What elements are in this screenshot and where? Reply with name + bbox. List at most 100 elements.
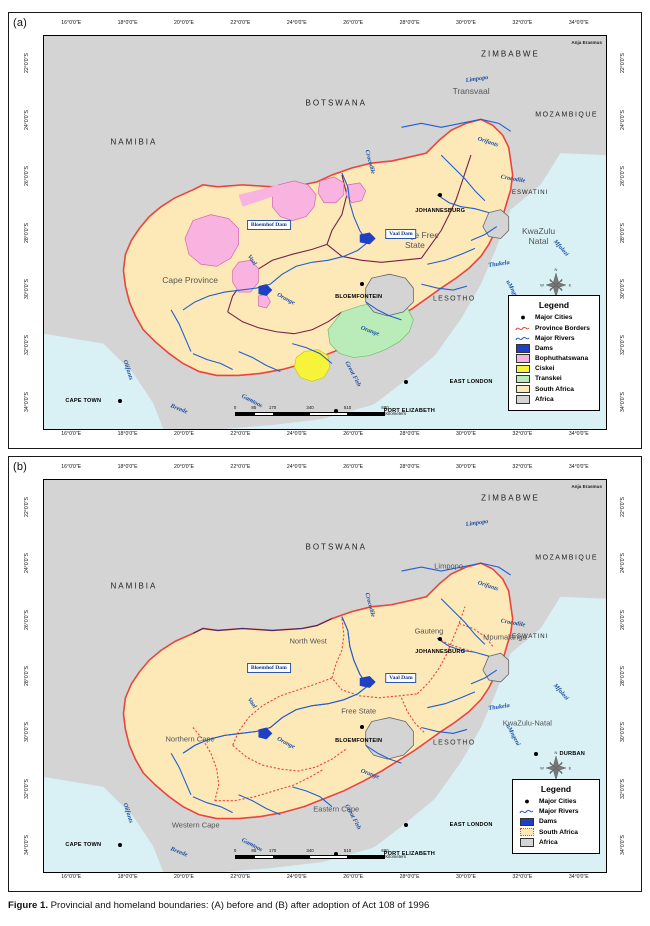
caption-text: Provincial and homeland boundaries: (A) … [47,900,430,911]
legend-swatch-africa [515,395,530,404]
panel-b-latitude-axis-right: 22°0'0"S 24°0'0"S 26°0'0"S 28°0'0"S 30°0'0"S… [607,479,639,873]
panel-a-top-lon-tick-1: 18°0'0"E [117,20,138,26]
legend-swatch-south-africa [515,384,530,394]
panel-b-scale-tick-5: 680 [381,848,389,854]
panel-a-bottom-lon-tick-2: 20°0'0"E [174,431,194,437]
panel-b-longitude-axis-top: 16°0'0"E 18°0'0"E 20°0'0"E 22°0'0"E 24°0'0"E… [43,460,607,480]
panel-a-legend-item-major-cities[interactable]: Major Cities [515,313,593,322]
panel-b-map-graphics [44,480,606,872]
panel-a-bottom-lon-tick-8: 32°0'0"E [512,431,533,437]
africa-north-b [44,480,606,540]
panel-b-left-lat-tick-0: 22°0'0"S [24,497,30,518]
panel-b-tag: (b) [13,461,28,473]
panel-a-legend-item-ciskei[interactable]: Ciskei [515,364,593,373]
panel-a-bottom-lon-tick-4: 24°0'0"E [286,431,307,437]
legend-item-label: Major Cities [539,798,577,806]
panel-a-map-area[interactable]: Anja Erasmus NAMIBIA BOTSWANA ZIMBABWE M… [43,35,607,430]
panel-a-legend-item-africa[interactable]: Africa [515,395,593,404]
panel-a-top-lon-tick-6: 28°0'0"E [399,20,420,26]
atlantic-ocean-b [44,776,164,872]
panel-a-latitude-axis-right: 22°0'0"S 24°0'0"S 26°0'0"S 28°0'0"S 30°0'0"S… [607,35,639,430]
dam-label-vaal-b: Vaal Dam [385,672,417,683]
panel-b-right-lat-tick-2: 26°0'0"S [620,609,626,630]
panel-a-legend-item-dams[interactable]: Dams [515,344,593,353]
panel-a-top-lon-tick-2: 20°0'0"E [174,20,194,26]
legend-item-label: Dams [535,344,553,352]
panel-b-left-lat-tick-2: 26°0'0"S [24,609,30,630]
legend-swatch-bophuthatswana [515,354,530,363]
legend-panel-a[interactable]: Legend Major Cities Province Borders Major… [508,295,600,411]
legend-item-label: Province Borders [535,324,590,332]
panel-a-legend-item-south-africa[interactable]: South Africa [515,384,593,394]
panel-a-bottom-lon-tick-6: 28°0'0"E [399,431,420,437]
panel-a-right-lat-tick-3: 28°0'0"S [620,222,626,243]
legend-river-icon [515,334,530,343]
legend-item-label: Dams [539,818,557,826]
city-dot-bloemfontein-b [359,724,364,729]
city-dot-cape-town-b [117,842,122,847]
south-africa-landmass-b [122,562,514,820]
panel-b-scale-tick-1: 85 [251,848,257,854]
panel-b-legend-item-dams[interactable]: Dams [519,817,593,827]
panel-a-legend-item-transkei[interactable]: Transkei [515,374,593,384]
panel-b-bottom-lon-tick-6: 28°0'0"E [399,874,420,880]
legend-title-b: Legend [540,784,572,795]
figure-caption: Figure 1. Provincial and homeland bounda… [8,900,642,911]
panel-a-longitude-axis-bottom: 16°0'0"E 18°0'0"E 20°0'0"E 22°0'0"E 24°0'0"E… [43,427,607,447]
legend-panel-b[interactable]: Legend Major Cities Major Rivers Dams South… [512,779,600,854]
panel-a-left-lat-tick-6: 34°0'0"S [24,391,30,412]
panel-a-right-lat-tick-4: 30°0'0"S [620,278,626,299]
panel-a-right-lat-tick-5: 32°0'0"S [620,335,626,356]
legend-swatch-dams [515,344,530,353]
dam-label-bloemhof-b: Bloemhof Dam [246,663,291,674]
legend-south-africa-dotted-swatch [519,827,534,837]
city-dot-johannesburg-b [438,636,443,641]
panel-a-right-lat-tick-1: 24°0'0"S [620,109,626,130]
panel-a-tag: (a) [13,17,28,29]
panel-b-scale-tick-3: 340 [306,848,314,854]
legend-city-dot-icon [515,313,530,322]
compass-east-label: E [568,282,571,287]
legend-swatch-ciskei [515,364,530,373]
namibia-botswana-grey-b [44,499,561,669]
legend-item-label: Transkei [535,375,562,383]
panel-b-top-lon-tick-5: 26°0'0"E [343,464,364,470]
panel-a-bottom-lon-tick-7: 30°0'0"E [456,431,476,437]
panel-a-left-lat-tick-5: 32°0'0"S [24,335,30,356]
compass-north-label-b: N [554,750,557,755]
panel-a-top-lon-tick-7: 30°0'0"E [456,20,476,26]
panel-a-left-lat-tick-2: 26°0'0"S [24,166,30,187]
panel-b-attribution: Anja Erasmus [571,484,602,489]
panel-b-top-lon-tick-0: 16°0'0"E [61,464,82,470]
lesotho [365,273,414,317]
dams-b [258,676,376,740]
legend-item-label: South Africa [539,828,578,836]
panel-a-scale-tick-2: 170 [268,405,277,411]
panel-a-top-lon-tick-5: 26°0'0"E [343,20,364,26]
panel-a-right-lat-tick-6: 34°0'0"S [620,391,626,412]
panel-a-legend-item-major-rivers[interactable]: Major Rivers [515,334,593,343]
panel-b-map-area[interactable]: Anja Erasmus NAMIBIA BOTSWANA ZIMBABWE M… [43,479,607,873]
panel-b-scale-tick-2: 170 [268,848,277,854]
panel-b-legend-item-south-africa[interactable]: South Africa [519,827,593,837]
panel-a-legend-item-bophuthatswana[interactable]: Bophuthatswana [515,354,593,363]
dam-label-bloemhof: Bloemhof Dam [246,219,291,230]
atlantic-ocean [44,333,164,429]
panel-a-bottom-lon-tick-0: 16°0'0"E [61,431,82,437]
panel-b-legend-item-major-cities[interactable]: Major Cities [519,797,593,806]
panel-b-legend-item-major-rivers[interactable]: Major Rivers [519,807,593,816]
panel-a-right-lat-tick-2: 26°0'0"S [620,166,626,187]
panel-a-attribution: Anja Erasmus [571,40,602,45]
scale-unit-a: Kilometers [385,411,407,417]
panel-b-legend-item-africa[interactable]: Africa [519,838,593,847]
panel-b-bottom-lon-tick-4: 24°0'0"E [286,874,307,880]
panel-a-legend-item-province-borders[interactable]: Province Borders [515,324,593,333]
africa-north [44,36,606,96]
panel-b-bottom-lon-tick-7: 30°0'0"E [456,874,476,880]
city-dot-durban-b [533,752,538,757]
legend-city-dot-icon [519,797,534,806]
panel-b-scale-tick-0: 0 [233,848,237,854]
panel-a-top-lon-tick-3: 22°0'0"E [230,20,251,26]
legend-item-label: Major Rivers [535,334,575,342]
panel-b-bottom-lon-tick-1: 18°0'0"E [117,874,138,880]
